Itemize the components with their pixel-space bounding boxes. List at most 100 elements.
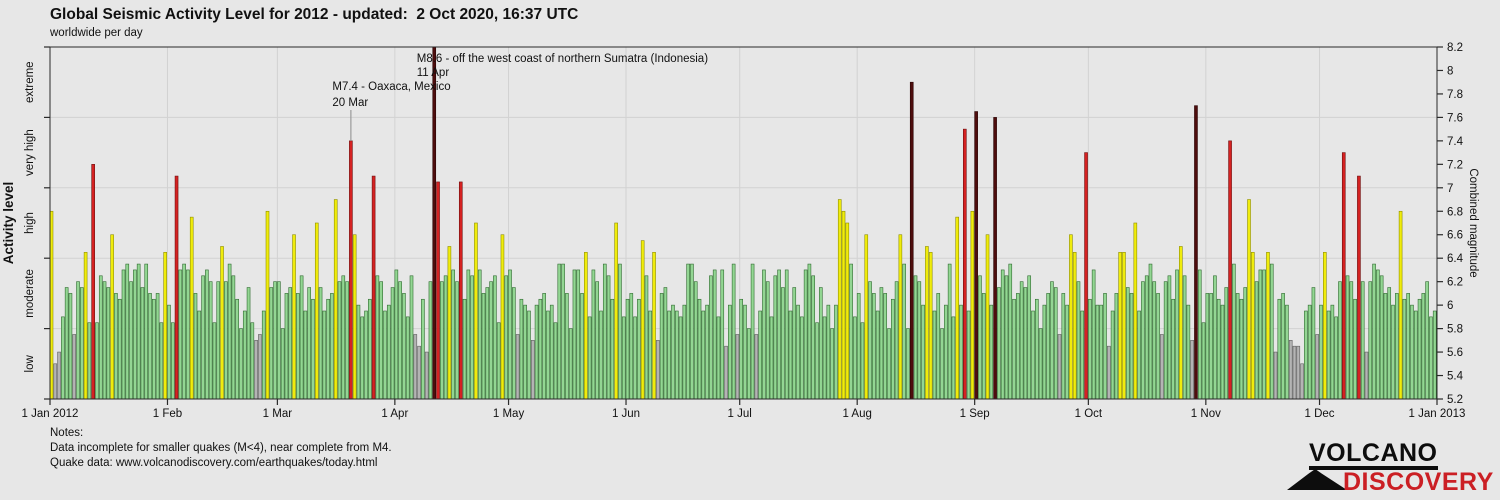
- day-bar: [1311, 287, 1316, 400]
- day-bar: [485, 287, 490, 400]
- day-bar: [224, 281, 228, 400]
- day-bar: [834, 304, 838, 400]
- day-bar: [371, 175, 376, 400]
- day-bar: [837, 199, 842, 400]
- day-bar: [879, 287, 884, 400]
- day-bar: [576, 269, 581, 400]
- day-bar: [360, 316, 365, 400]
- day-bar: [193, 293, 198, 400]
- day-bar: [951, 316, 956, 400]
- x-tick-label: 1 Sep: [960, 408, 990, 420]
- day-bar: [523, 304, 527, 400]
- day-bar: [163, 252, 167, 400]
- day-bar: [428, 281, 433, 400]
- day-bar: [527, 310, 531, 400]
- day-bar: [932, 310, 937, 400]
- day-bar: [792, 287, 797, 400]
- day-bar: [1372, 263, 1376, 400]
- day-bar: [1129, 293, 1134, 400]
- day-bar: [481, 293, 486, 400]
- day-bar: [1258, 269, 1263, 400]
- day-bar: [606, 275, 611, 400]
- x-tick-label: 1 Jan 2013: [1409, 408, 1466, 420]
- day-bar: [701, 310, 706, 400]
- day-bar: [750, 263, 755, 400]
- day-bar: [1285, 304, 1289, 400]
- day-bar: [443, 275, 448, 400]
- day-bar: [1061, 293, 1066, 400]
- day-bar: [239, 328, 243, 400]
- annotation-oaxaca-label: M7.4 - Oaxaca, Mexico: [332, 81, 450, 93]
- day-bar: [1069, 234, 1073, 400]
- day-bar: [705, 304, 709, 400]
- day-bar: [591, 269, 596, 400]
- x-tick-label: 1 Feb: [153, 408, 182, 420]
- day-bar: [989, 304, 994, 400]
- day-bar: [1072, 252, 1077, 400]
- day-bar: [265, 210, 270, 400]
- day-bar: [887, 328, 891, 400]
- day-bar: [106, 287, 111, 400]
- day-bar: [1296, 345, 1301, 400]
- day-bar: [125, 263, 130, 400]
- day-bar: [455, 281, 459, 400]
- day-bar: [663, 287, 668, 400]
- day-bar: [121, 269, 126, 400]
- day-bar: [61, 316, 65, 400]
- right-tick-label: 7: [1447, 183, 1453, 195]
- day-bar: [159, 322, 164, 400]
- x-axis: 1 Jan 2012 1 Feb 1 Mar 1 Apr 1 May 1 Jun 1 Jul…: [22, 399, 1466, 420]
- day-bar: [368, 298, 372, 400]
- day-bar: [155, 293, 160, 400]
- day-bar: [333, 199, 338, 400]
- day-bar: [500, 234, 505, 400]
- day-bar: [1091, 269, 1096, 400]
- right-tick-label: 6.6: [1447, 230, 1463, 242]
- activity-band-label: low: [24, 354, 36, 372]
- day-bar: [894, 281, 899, 400]
- day-bar: [860, 322, 865, 400]
- day-bar: [1410, 304, 1414, 400]
- left-axis: low moderate high very high extreme Activity …: [1, 46, 50, 400]
- day-bar: [584, 252, 588, 400]
- day-bar: [659, 293, 664, 400]
- day-bar: [1326, 310, 1331, 400]
- day-bar: [250, 322, 255, 400]
- day-bar: [1220, 304, 1225, 400]
- day-bar: [1125, 287, 1130, 400]
- day-bar: [595, 281, 599, 400]
- day-bar: [788, 310, 793, 400]
- day-bar: [769, 316, 774, 400]
- annotations: M8.6 - off the west coast of northern Su…: [332, 53, 708, 141]
- day-bar: [1110, 310, 1115, 400]
- day-bar: [1251, 252, 1255, 400]
- day-bar: [1194, 105, 1198, 400]
- day-bar: [724, 345, 728, 400]
- day-bar: [712, 269, 717, 400]
- day-bar: [909, 81, 914, 400]
- day-bar: [288, 287, 293, 400]
- day-bar: [773, 275, 778, 400]
- day-bar: [557, 263, 562, 400]
- activity-band-label: very high: [24, 129, 36, 176]
- day-bar: [470, 275, 474, 400]
- day-bar: [258, 334, 262, 400]
- day-bar: [1027, 275, 1032, 400]
- day-bar: [212, 322, 217, 400]
- day-bar: [731, 263, 736, 400]
- day-bar: [277, 281, 281, 400]
- day-bar: [796, 304, 800, 400]
- day-bar: [1197, 269, 1202, 400]
- day-bar: [530, 340, 535, 400]
- day-bar: [1243, 287, 1248, 400]
- day-bar: [1398, 210, 1403, 400]
- right-tick-label: 7.8: [1447, 89, 1463, 101]
- day-bar: [549, 304, 554, 400]
- day-bar: [1395, 293, 1399, 400]
- day-bar: [216, 281, 221, 400]
- day-bar: [1035, 298, 1039, 400]
- day-bar: [1004, 275, 1009, 400]
- day-bar: [565, 293, 569, 400]
- day-bar: [1190, 340, 1194, 400]
- day-bar: [1023, 287, 1028, 400]
